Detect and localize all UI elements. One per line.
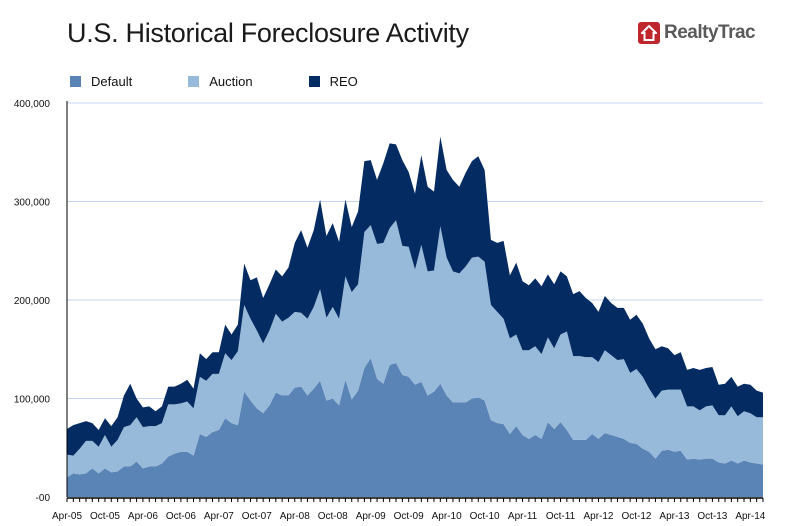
x-tick-label: Apr-13: [659, 511, 689, 522]
y-tick-label: 200,000: [14, 296, 51, 307]
realtytrac-logo: RealtyTrac: [638, 22, 756, 44]
x-tick-label: Apr-06: [128, 511, 158, 522]
legend-item-auction: Auction: [188, 74, 253, 89]
x-tick-label: Oct-10: [470, 511, 500, 522]
legend-swatch: [188, 76, 200, 87]
x-tick-label: Apr-05: [52, 511, 82, 522]
x-tick-label: Apr-12: [583, 511, 613, 522]
legend: Default Auction REO: [70, 74, 414, 89]
y-tick-label: 400,000: [14, 99, 51, 110]
x-tick-label: Apr-14: [735, 511, 765, 522]
x-tick-label: Oct-09: [394, 511, 424, 522]
area-default: [67, 358, 763, 497]
y-tick-label: 300,000: [14, 198, 51, 209]
legend-item-default: Default: [70, 74, 132, 89]
x-tick-label: Oct-07: [242, 511, 272, 522]
chart-title: U.S. Historical Foreclosure Activity: [67, 18, 469, 48]
x-tick-label: Oct-06: [166, 511, 196, 522]
x-tick-label: Oct-11: [546, 511, 576, 522]
legend-item-reo: REO: [308, 74, 358, 89]
area-auction: [67, 220, 763, 478]
x-tick-label: Oct-12: [621, 511, 651, 522]
x-tick-label: Oct-08: [318, 511, 348, 522]
x-tick-label: Apr-10: [432, 511, 462, 522]
y-tick-label: -00: [36, 493, 51, 504]
brand-name: RealtyTrac: [664, 22, 756, 43]
legend-swatch: [70, 76, 81, 87]
x-tick-label: Oct-05: [90, 511, 120, 522]
area-reo: [67, 136, 763, 456]
house-icon: [638, 22, 660, 44]
x-tick-label: Oct-13: [697, 511, 727, 522]
legend-swatch: [308, 76, 320, 87]
x-tick-label: Apr-07: [204, 511, 234, 522]
x-tick-label: Apr-08: [280, 511, 310, 522]
x-tick-label: Apr-11: [508, 511, 538, 522]
y-tick-label: 100,000: [14, 395, 51, 406]
x-tick-label: Apr-09: [356, 511, 386, 522]
